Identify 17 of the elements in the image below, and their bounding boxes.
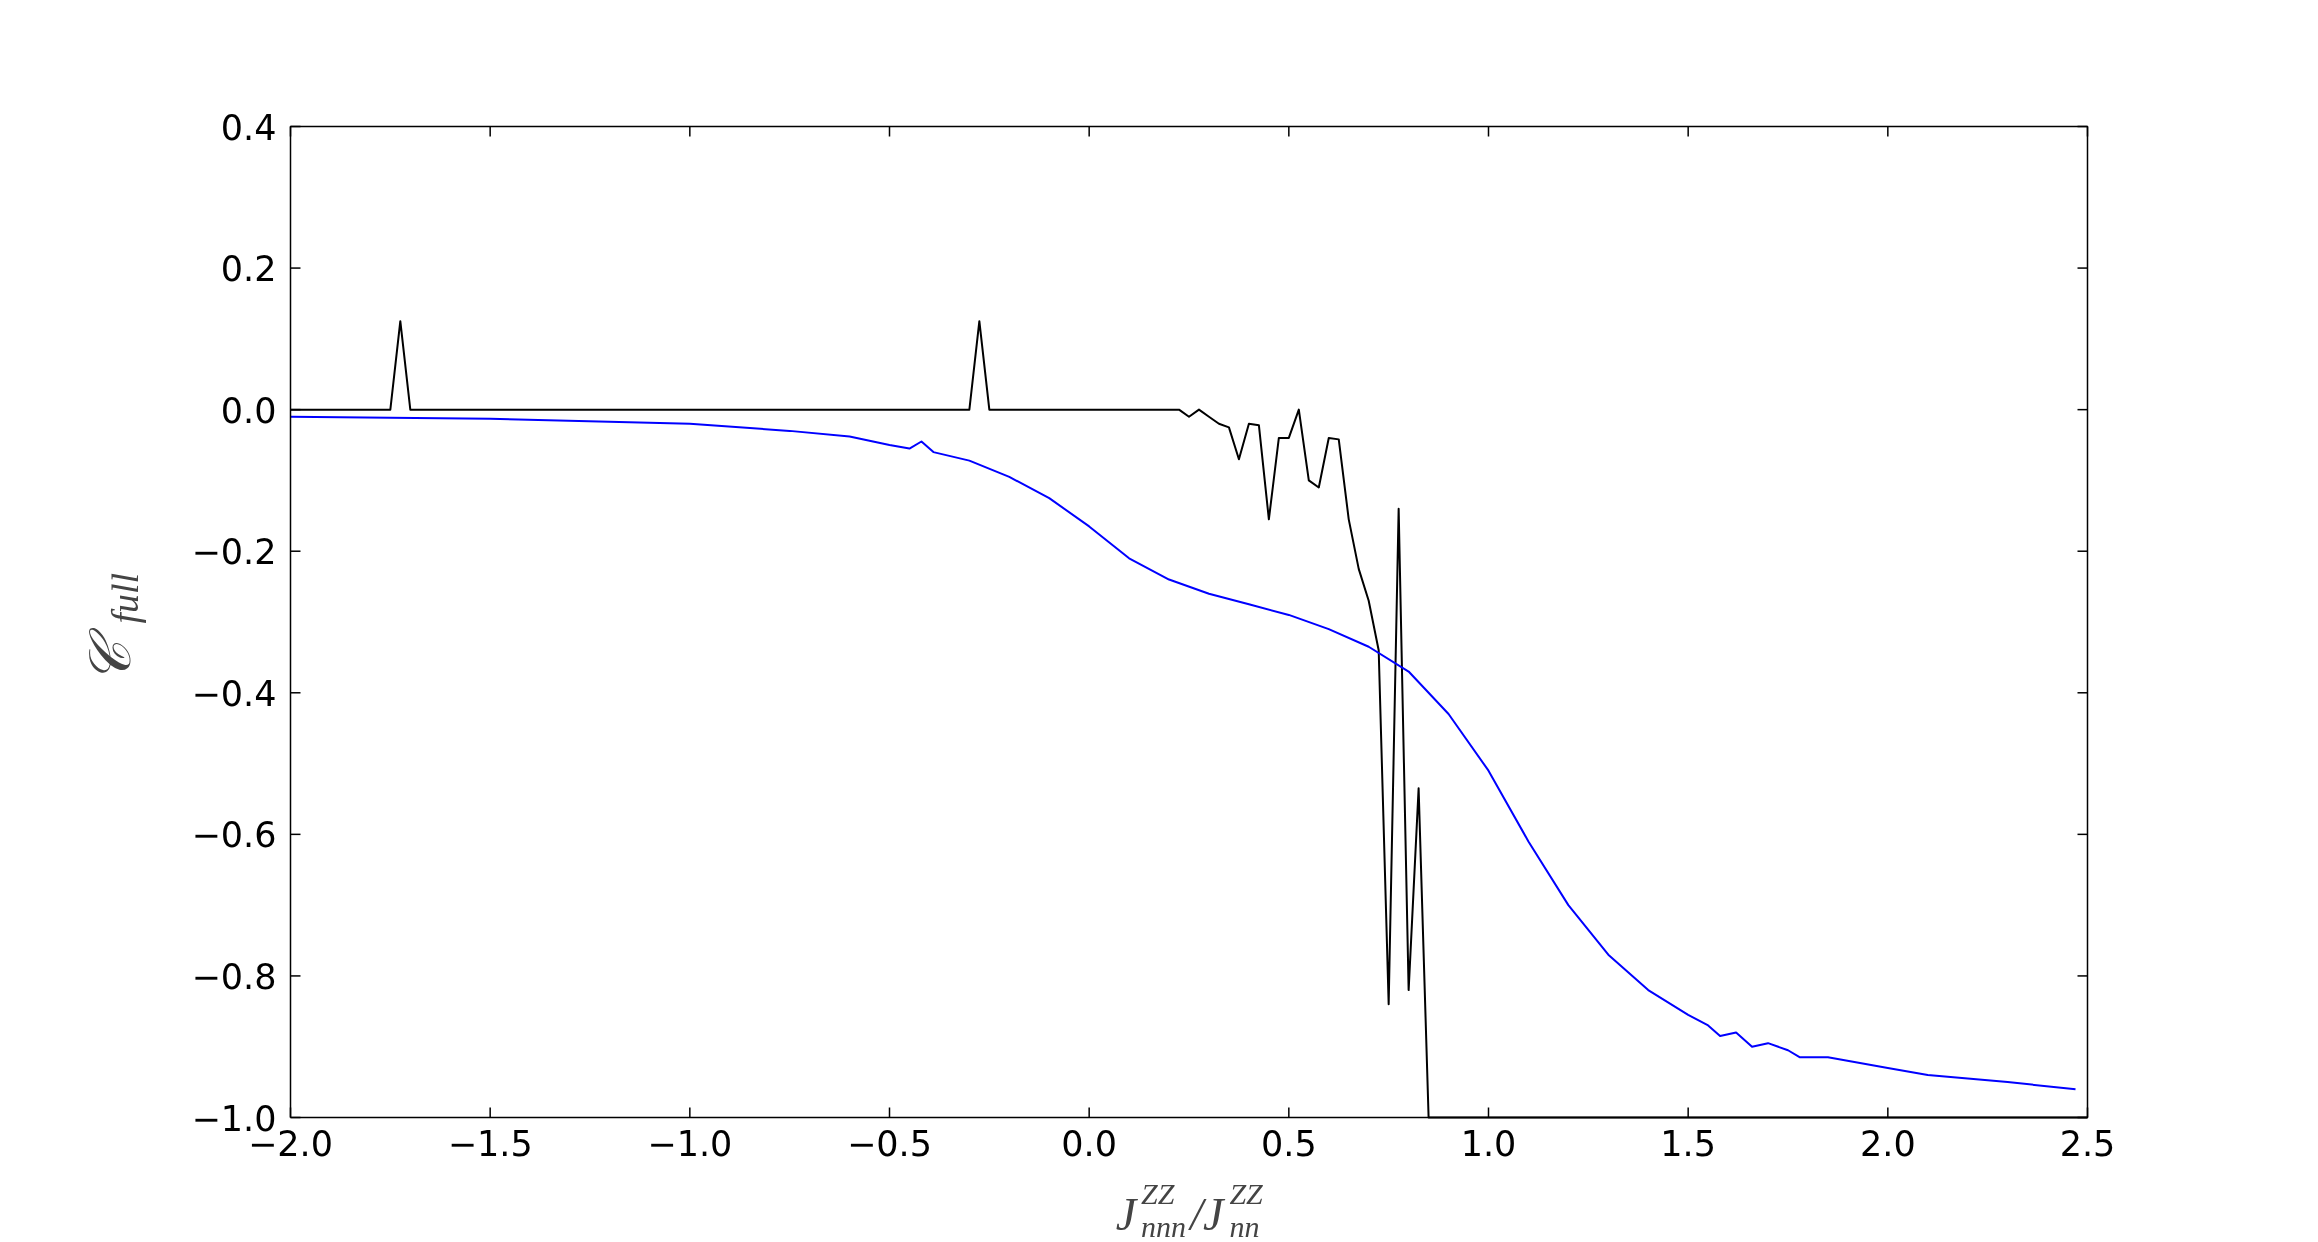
x-tick-label: 0.0: [1061, 1123, 1118, 1164]
y-tick-label: −0.8: [191, 956, 277, 997]
y-tick-label: 0.2: [220, 249, 277, 290]
y-tick-label: 0.0: [220, 390, 277, 431]
y-tick-label: −0.6: [191, 815, 277, 856]
x-tick-label: 0.5: [1261, 1123, 1317, 1164]
x-tick-label: −1.5: [447, 1123, 533, 1164]
x-tick-label: 2.0: [1860, 1123, 1916, 1164]
x-tick-label: −1.0: [647, 1123, 733, 1164]
x-tick-label: 2.5: [2059, 1123, 2116, 1164]
y-tick-label: −0.4: [191, 673, 277, 714]
x-tick-label: 1.5: [1660, 1123, 1717, 1164]
x-tick-label: 1.0: [1460, 1123, 1517, 1164]
x-tick-label: −0.5: [847, 1123, 933, 1164]
y-tick-label: −0.2: [191, 532, 277, 573]
y-tick-label: 0.4: [220, 107, 277, 148]
y-axis-title: 𝒞full: [78, 572, 146, 685]
